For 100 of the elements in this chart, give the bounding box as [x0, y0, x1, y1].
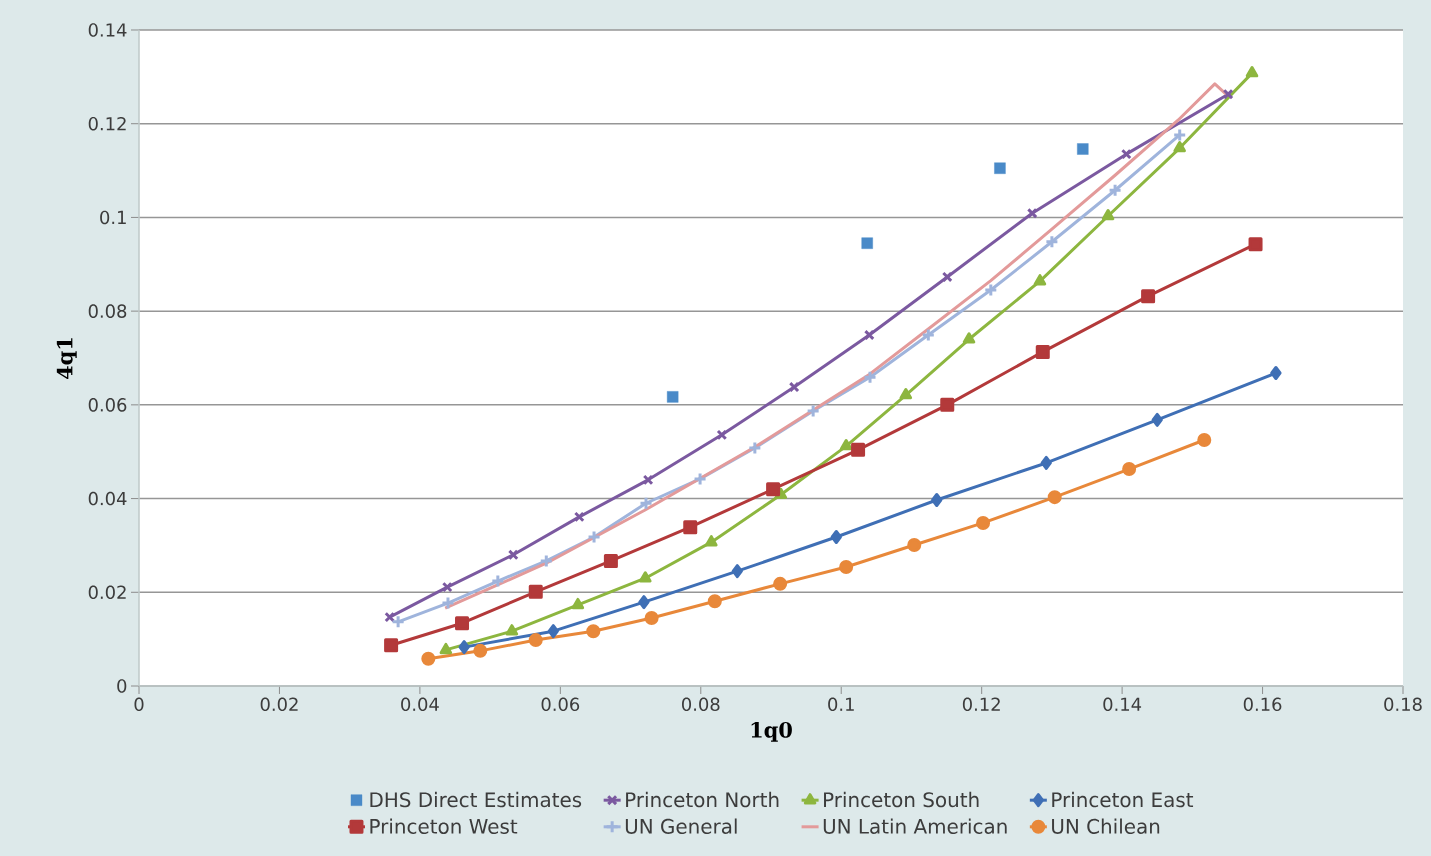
point — [638, 595, 650, 610]
y-tick-label: 0.02 — [88, 585, 126, 600]
point — [1120, 148, 1132, 160]
x-tick-label: 0.1 — [828, 697, 854, 712]
point — [1248, 237, 1263, 252]
point — [528, 584, 543, 599]
x-tick-label: 0.16 — [1243, 697, 1282, 712]
point — [693, 471, 708, 486]
point — [1151, 412, 1163, 427]
point — [384, 611, 396, 623]
point — [666, 391, 679, 403]
point — [391, 614, 406, 629]
x-tick-label: 0.04 — [401, 697, 439, 712]
point — [766, 482, 781, 497]
point — [1141, 289, 1156, 304]
point — [473, 643, 488, 658]
point — [962, 332, 976, 344]
point — [571, 597, 585, 610]
point — [731, 564, 743, 579]
point — [1044, 234, 1059, 249]
point — [587, 529, 602, 544]
point — [899, 388, 913, 400]
y-tick-label: 0.14 — [88, 23, 127, 37]
point — [1172, 127, 1187, 142]
y-tick-label: 0.08 — [88, 304, 127, 318]
legend-label: DHS Direct Estimates — [370, 791, 582, 808]
point — [907, 537, 922, 552]
point — [1245, 66, 1259, 78]
x-tick-label: 0.18 — [1384, 697, 1422, 712]
point — [861, 237, 873, 249]
point — [1108, 183, 1123, 198]
point — [1047, 490, 1062, 505]
point — [773, 576, 788, 591]
point — [806, 403, 821, 418]
point — [1101, 209, 1115, 221]
point — [490, 574, 505, 589]
point — [1033, 274, 1047, 286]
point — [1077, 143, 1089, 155]
point — [384, 638, 399, 653]
point — [547, 624, 559, 639]
point — [983, 283, 998, 298]
point — [716, 429, 728, 441]
point — [603, 553, 618, 568]
point — [940, 397, 955, 412]
point — [1270, 365, 1282, 380]
point — [440, 596, 455, 611]
point — [683, 520, 698, 535]
point — [931, 492, 943, 507]
point — [830, 529, 842, 544]
point — [1197, 433, 1212, 447]
point — [586, 624, 601, 639]
point — [1035, 344, 1050, 359]
x-tick-label: 0.14 — [1103, 697, 1142, 712]
y-tick-label: 0.06 — [88, 398, 127, 412]
y-axis-title: 4q1 — [56, 338, 77, 380]
point — [1122, 462, 1137, 477]
point — [994, 162, 1006, 174]
point — [705, 535, 718, 547]
point — [707, 594, 722, 609]
y-tick-label: 0.1 — [100, 210, 126, 225]
legend-label: Princeton East — [1052, 791, 1194, 808]
point — [441, 581, 453, 593]
point — [863, 370, 878, 385]
legend-label: Princeton South — [824, 791, 979, 808]
point — [921, 328, 936, 343]
x-axis-title: 1q0 — [751, 721, 792, 742]
point — [458, 640, 470, 655]
point — [1173, 141, 1186, 153]
point — [507, 549, 519, 561]
x-tick-label: 0.06 — [541, 697, 580, 712]
x-tick-label: 0.02 — [260, 697, 298, 712]
point — [639, 496, 654, 511]
point — [421, 651, 436, 666]
legend-label: Princeton West — [370, 818, 518, 834]
legend-label: Princeton North — [626, 791, 779, 808]
point — [747, 440, 762, 455]
point — [439, 642, 453, 655]
point — [839, 559, 854, 574]
point — [505, 624, 519, 636]
point — [644, 611, 659, 626]
point — [642, 474, 654, 486]
legend-label: UN General — [625, 818, 737, 834]
point — [1040, 455, 1052, 470]
x-tick-label: 0.12 — [962, 697, 1000, 712]
point — [539, 553, 554, 568]
y-tick-label: 0.12 — [88, 116, 126, 131]
point — [455, 616, 470, 631]
point — [573, 511, 585, 523]
point — [839, 439, 853, 451]
point — [788, 381, 800, 393]
point — [639, 571, 652, 583]
point — [863, 329, 875, 341]
point — [851, 442, 866, 457]
point — [941, 271, 953, 283]
y-tick-label: 0.04 — [88, 491, 127, 506]
legend-label: UN Latin American — [823, 818, 1007, 834]
x-tick-label: 0.08 — [682, 697, 720, 712]
legend-label: UN Chilean — [1052, 818, 1160, 834]
point — [1026, 207, 1038, 219]
point — [1222, 88, 1234, 100]
